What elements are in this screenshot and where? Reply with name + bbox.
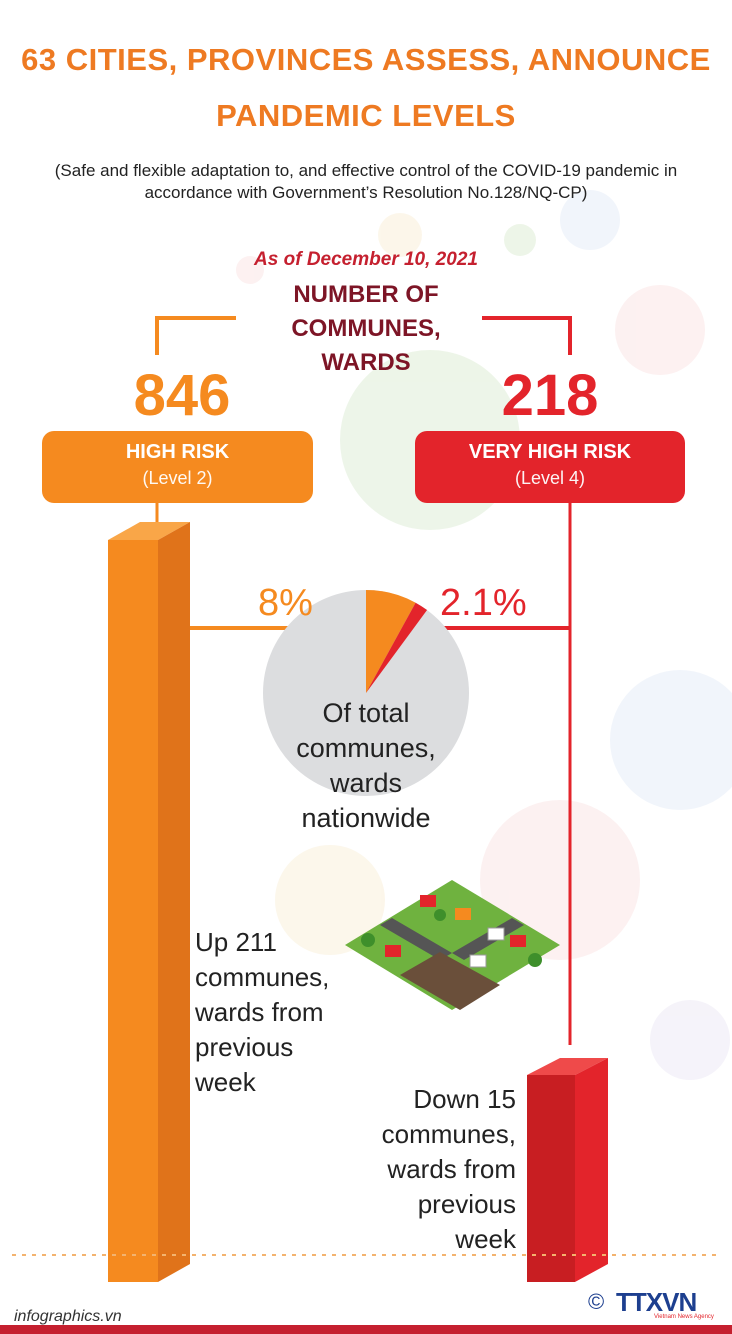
village-illustration bbox=[345, 880, 560, 1010]
center-heading-line2: COMMUNES, bbox=[291, 315, 441, 342]
pie-caption-line2: communes, bbox=[296, 733, 436, 763]
pie-caption-line4: nationwide bbox=[301, 803, 431, 833]
copyright-symbol: © bbox=[588, 1289, 605, 1314]
high-risk-percent: 8% bbox=[258, 582, 313, 624]
pie-caption-line1: Of total bbox=[322, 698, 410, 728]
high-risk-bar-front bbox=[108, 540, 158, 1282]
very-high-risk-label: VERY HIGH RISK bbox=[468, 441, 632, 463]
very-high-risk-level: (Level 4) bbox=[514, 468, 586, 488]
very-high-risk-bar-side bbox=[575, 1058, 608, 1282]
very-high-risk-box: VERY HIGH RISK (Level 4) bbox=[415, 431, 685, 503]
pie-caption-line3: wards bbox=[329, 768, 403, 798]
very-high-risk-percent: 2.1% bbox=[440, 582, 527, 624]
high-risk-bracket bbox=[155, 316, 236, 355]
high-risk-pie-slice bbox=[366, 590, 416, 693]
high-risk-level: (Level 2) bbox=[142, 468, 213, 488]
high-risk-change-note: Up 211 communes, wards from previous wee… bbox=[195, 925, 329, 1100]
center-heading-line1: NUMBER OF bbox=[293, 281, 439, 308]
footer-bar bbox=[0, 1325, 732, 1334]
page-title-line2: PANDEMIC LEVELS bbox=[216, 98, 516, 133]
high-risk-change-line4: previous bbox=[195, 1032, 294, 1062]
very-high-risk-change-line2: communes, bbox=[381, 1119, 516, 1149]
very-high-risk-bar-top bbox=[527, 1058, 608, 1075]
very-high-risk-bracket bbox=[482, 316, 572, 355]
pie-caption: Of total communes, wards nationwide bbox=[263, 696, 469, 836]
very-high-risk-count: 218 bbox=[501, 363, 599, 428]
subtitle-line2: accordance with Government’s Resolution … bbox=[144, 183, 588, 202]
logo-text: TTXVN bbox=[616, 1287, 697, 1317]
center-heading-line3: WARDS bbox=[321, 349, 411, 376]
very-high-risk-change-note: Down 15 communes, wards from previous we… bbox=[340, 1082, 516, 1257]
subtitle-line1: (Safe and flexible adaptation to, and ef… bbox=[54, 161, 678, 180]
high-risk-count: 846 bbox=[133, 363, 231, 428]
ttxvn-logo: © TTXVN Vietnam News Agency bbox=[588, 1287, 718, 1321]
very-high-risk-change-line1: Down 15 bbox=[413, 1084, 516, 1114]
very-high-risk-bar-front bbox=[527, 1075, 575, 1282]
page-title-line1: 63 CITIES, PROVINCES ASSESS, ANNOUNCE bbox=[21, 42, 711, 77]
very-high-risk-change-line3: wards from bbox=[387, 1154, 516, 1184]
logo-subtext: Vietnam News Agency bbox=[654, 1314, 714, 1320]
date-label: As of December 10, 2021 bbox=[254, 249, 478, 270]
high-risk-change-line5: week bbox=[195, 1067, 256, 1097]
very-high-risk-pie-slice bbox=[366, 602, 428, 693]
high-risk-box: HIGH RISK (Level 2) bbox=[42, 431, 313, 503]
high-risk-bar-top bbox=[108, 522, 190, 540]
center-heading: NUMBER OF COMMUNES, WARDS bbox=[216, 278, 516, 380]
high-risk-bar-side bbox=[158, 522, 190, 1282]
high-risk-label: HIGH RISK bbox=[125, 441, 230, 463]
high-risk-change-line2: communes, bbox=[195, 962, 330, 992]
high-risk-change-line3: wards from bbox=[195, 997, 324, 1027]
source-label: infographics.vn bbox=[14, 1308, 122, 1325]
very-high-risk-change-line5: week bbox=[455, 1224, 516, 1254]
very-high-risk-change-line4: previous bbox=[417, 1189, 516, 1219]
high-risk-change-line1: Up 211 bbox=[195, 927, 277, 957]
